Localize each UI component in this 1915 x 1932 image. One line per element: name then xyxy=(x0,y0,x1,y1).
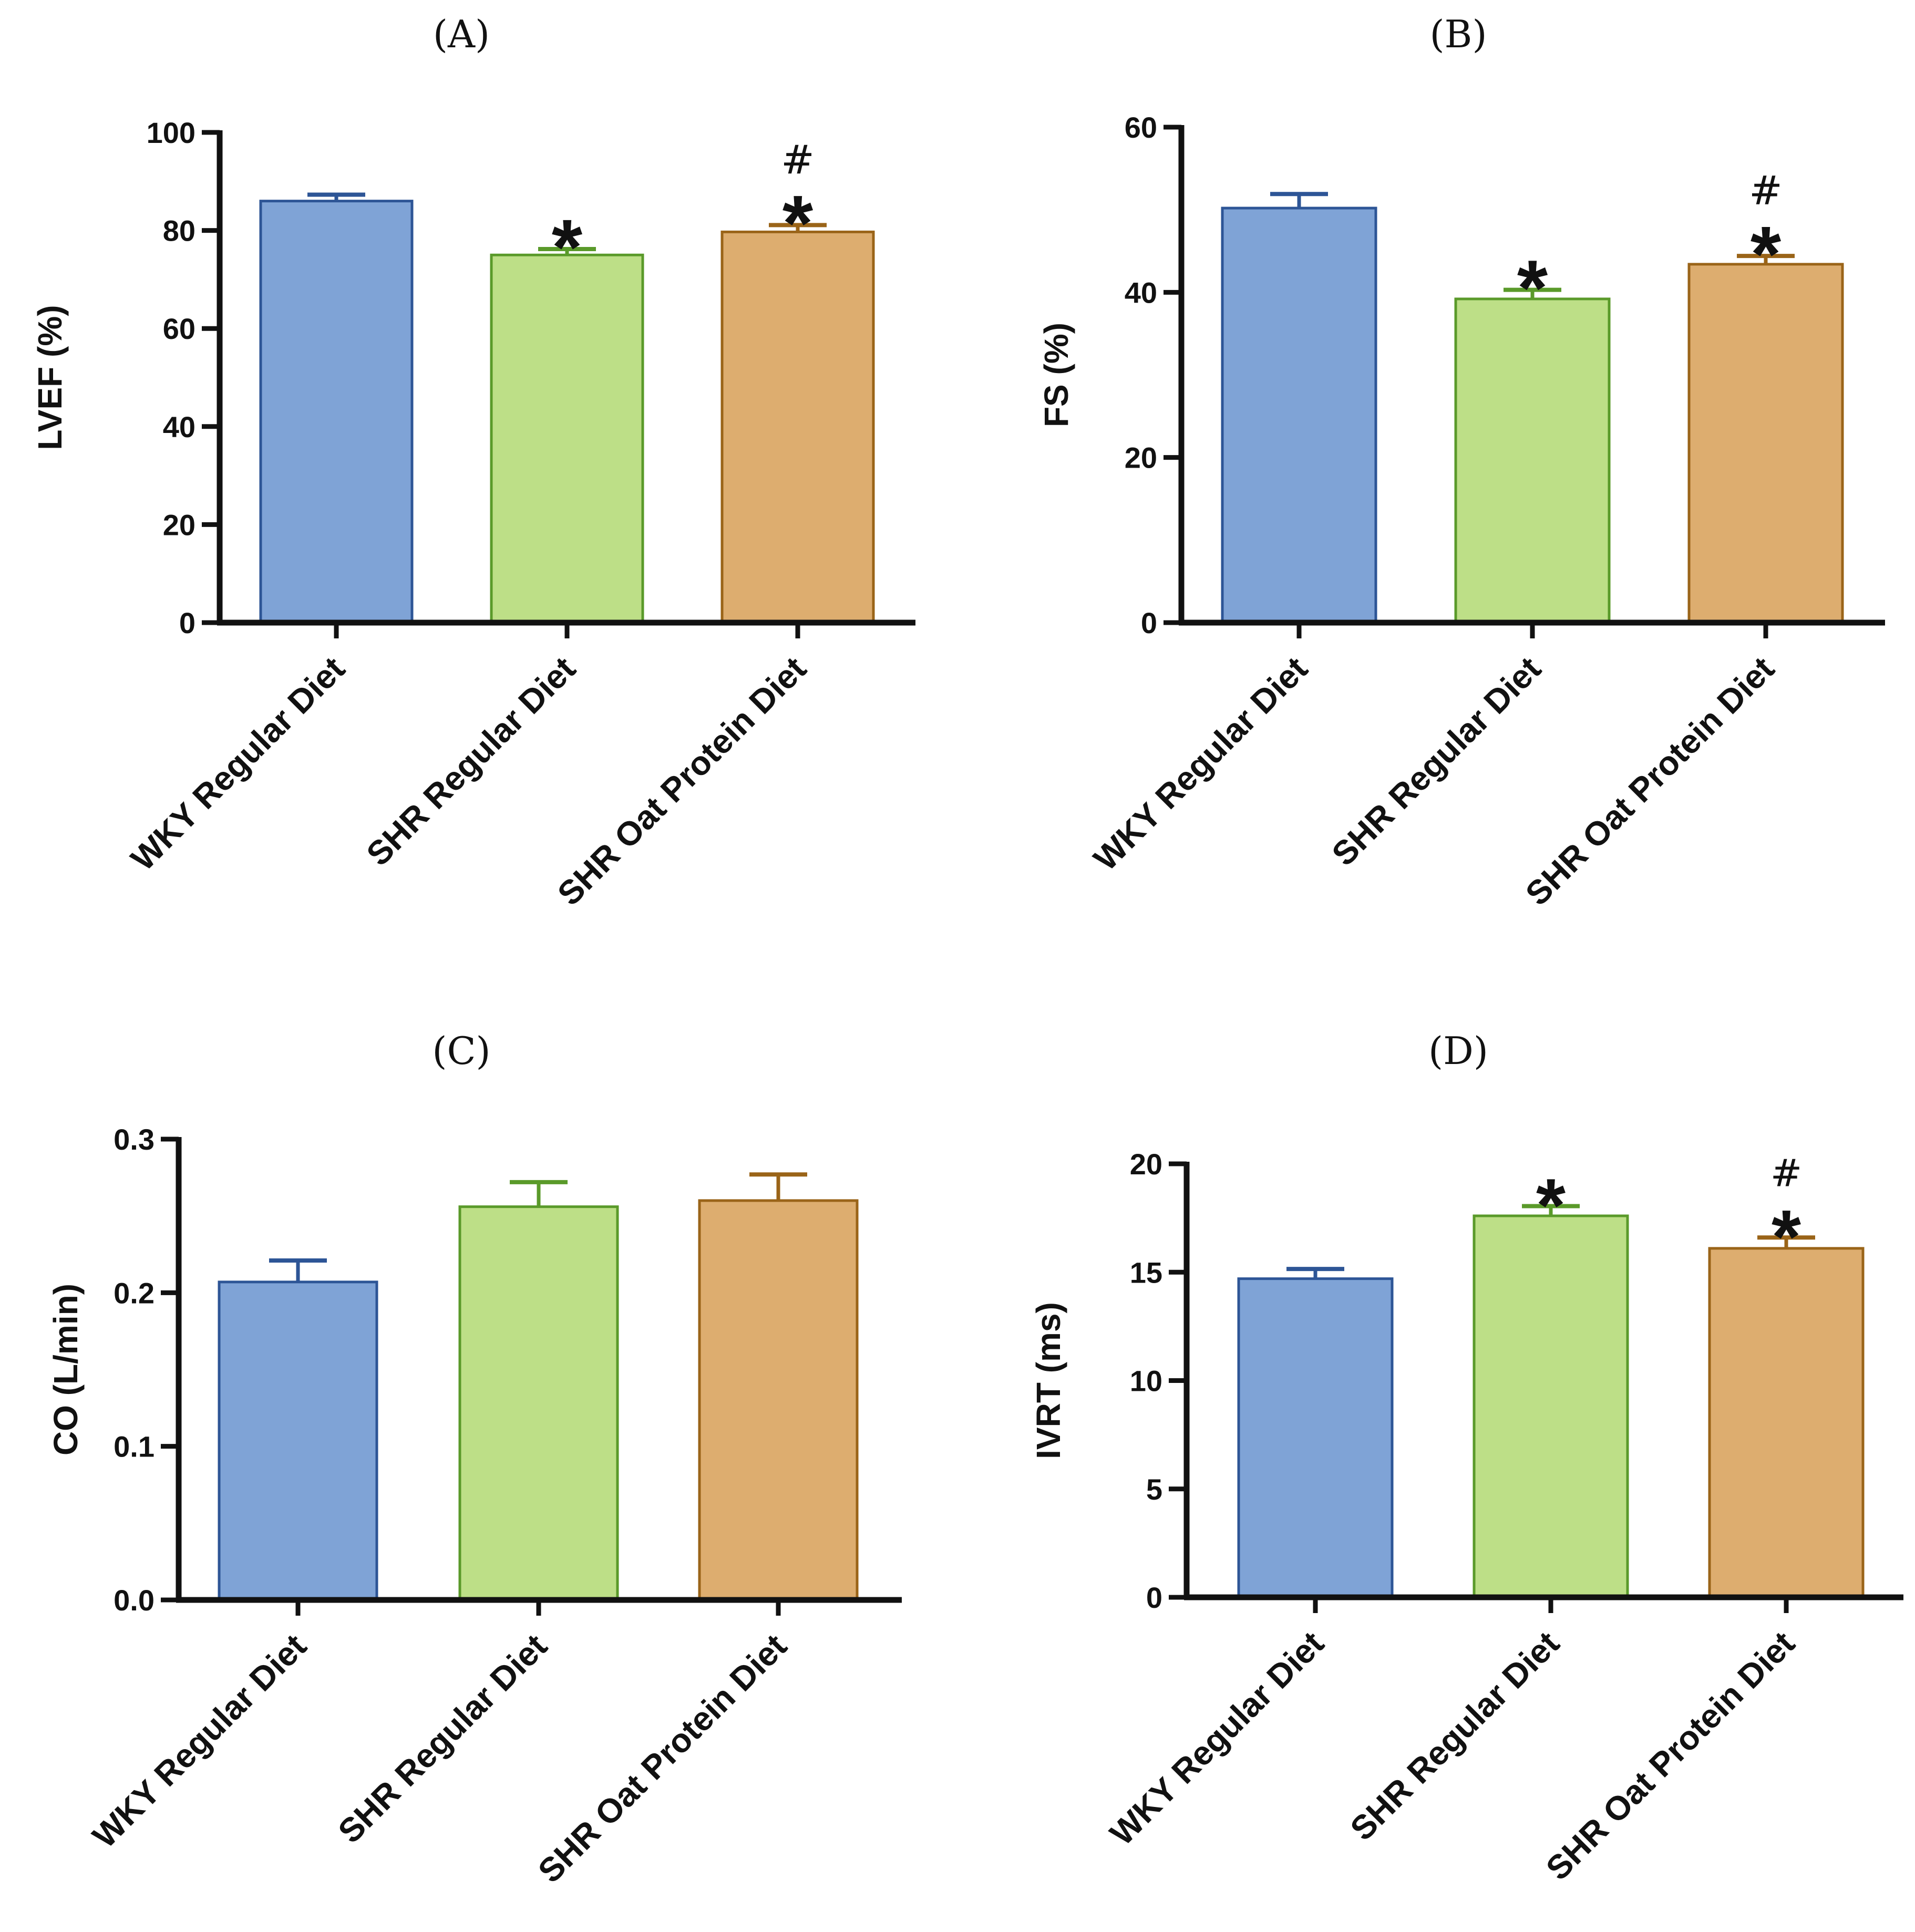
bar xyxy=(218,1280,378,1602)
bar xyxy=(1708,1247,1865,1599)
x-category-label: SHR Oat Protein Diet xyxy=(550,649,814,913)
y-tick-label: 0.1 xyxy=(114,1430,155,1463)
x-category-label: SHR Regular Diet xyxy=(1343,1624,1567,1848)
x-category-label: SHR Oat Protein Diet xyxy=(1518,649,1782,913)
bar xyxy=(1221,206,1377,624)
significance-star: * xyxy=(1517,244,1548,332)
x-category-label: SHR Regular Diet xyxy=(331,1627,554,1851)
y-tick-label: 5 xyxy=(1146,1473,1162,1506)
panel-title: (D) xyxy=(1428,1029,1488,1073)
bar xyxy=(490,253,644,624)
y-tick-label: 20 xyxy=(163,508,195,541)
y-tick-label: 0.3 xyxy=(114,1123,155,1156)
x-category-label: WKY Regular Diet xyxy=(1103,1624,1331,1853)
y-tick-label: 60 xyxy=(1125,111,1157,144)
bar xyxy=(1454,297,1611,624)
y-axis-label: FS (%) xyxy=(1037,323,1075,427)
y-axis-label: IVRT (ms) xyxy=(1029,1302,1067,1459)
y-tick-label: 15 xyxy=(1130,1256,1162,1289)
y-tick-label: 0.0 xyxy=(114,1584,155,1617)
bar xyxy=(1687,263,1844,624)
significance-star: * xyxy=(552,203,583,291)
y-tick-label: 80 xyxy=(163,214,195,247)
x-category-label: SHR Regular Diet xyxy=(1324,649,1548,873)
y-tick-label: 0.2 xyxy=(114,1276,155,1309)
y-tick-label: 20 xyxy=(1125,441,1157,474)
y-tick-label: 40 xyxy=(163,410,195,443)
y-tick-label: 40 xyxy=(1125,276,1157,309)
bar xyxy=(259,200,414,624)
y-axis-label: LVEF (%) xyxy=(31,305,69,450)
y-tick-label: 10 xyxy=(1130,1365,1162,1398)
significance-star: * xyxy=(1536,1163,1566,1247)
significance-star: * xyxy=(1772,1194,1801,1279)
bar xyxy=(720,230,875,624)
bar xyxy=(698,1199,859,1602)
y-axis-label: CO (L/min) xyxy=(47,1284,85,1455)
y-tick-label: 0 xyxy=(179,606,195,639)
x-category-label: WKY Regular Diet xyxy=(123,649,352,878)
significance-star: * xyxy=(1751,210,1782,298)
x-category-label: WKY Regular Diet xyxy=(1086,649,1315,878)
panel-title: (C) xyxy=(432,1029,490,1073)
bar xyxy=(1473,1214,1629,1599)
x-category-label: SHR Regular Diet xyxy=(359,649,583,873)
significance-hash: # xyxy=(781,136,815,183)
significance-hash: # xyxy=(1749,167,1783,214)
panel-title: (A) xyxy=(433,12,490,56)
y-tick-label: 20 xyxy=(1130,1148,1162,1181)
chart-panel-c: (C) CO (L/min) 0.0 0.1 0.2 0.3 WKY Regular Die… xyxy=(47,1029,902,1890)
significance-star: * xyxy=(783,179,814,267)
bar xyxy=(1237,1277,1394,1599)
bar xyxy=(458,1205,619,1602)
x-category-label: SHR Oat Protein Diet xyxy=(1539,1624,1802,1887)
y-tick-label: 0 xyxy=(1141,606,1157,639)
panel-title: (B) xyxy=(1429,12,1487,56)
significance-hash: # xyxy=(1770,1151,1802,1195)
y-tick-label: 0 xyxy=(1146,1581,1162,1614)
y-tick-label: 100 xyxy=(147,116,195,149)
x-category-label: WKY Regular Diet xyxy=(85,1627,314,1855)
x-category-label: SHR Oat Protein Diet xyxy=(531,1627,794,1890)
y-tick-label: 60 xyxy=(163,312,195,345)
